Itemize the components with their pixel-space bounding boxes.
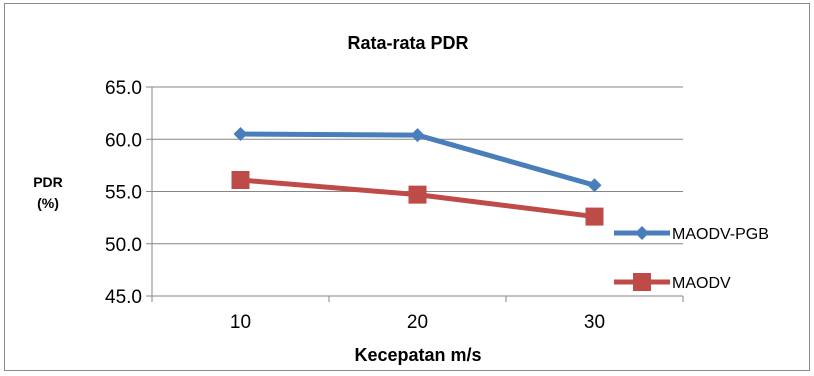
y-axis-ticks: 45.0 50.0 55.0 60.0 65.0 (105, 78, 153, 308)
data-point-1-1 (408, 185, 427, 204)
series-1 (231, 171, 604, 226)
legend-entry-1: MAODV (614, 273, 731, 292)
y-tick-label-4: 65.0 (105, 78, 142, 99)
data-point-0-2 (587, 178, 602, 193)
x-axis: 10 20 30 (151, 295, 684, 333)
series-0 (233, 127, 602, 193)
chart-frame (4, 3, 810, 371)
y-tick-label-0: 45.0 (105, 287, 142, 308)
series-group (231, 127, 604, 226)
legend-label-1: MAODV (672, 275, 731, 292)
data-point-0-1 (410, 128, 425, 143)
legend-entry-0: MAODV-PGB (614, 226, 769, 243)
legend: MAODV-PGB MAODV (614, 226, 769, 292)
y-axis-label-line2: (%) (37, 195, 59, 211)
x-tick-label-1: 20 (407, 312, 428, 333)
y-tick-label-2: 55.0 (105, 183, 142, 204)
x-axis-label: Kecepatan m/s (354, 345, 481, 365)
y-tick-label-3: 60.0 (105, 130, 142, 151)
chart-title: Rata-rata PDR (347, 33, 468, 53)
y-axis-label-line1: PDR (33, 174, 63, 190)
x-tick-label-0: 10 (230, 312, 251, 333)
y-tick-label-1: 50.0 (105, 235, 142, 256)
data-point-1-2 (585, 207, 604, 226)
x-tick-label-2: 30 (584, 312, 605, 333)
legend-label-0: MAODV-PGB (672, 226, 769, 243)
legend-marker-0 (635, 226, 649, 240)
legend-marker-1 (633, 273, 651, 291)
data-point-1-0 (231, 171, 250, 190)
data-point-0-0 (233, 127, 248, 142)
